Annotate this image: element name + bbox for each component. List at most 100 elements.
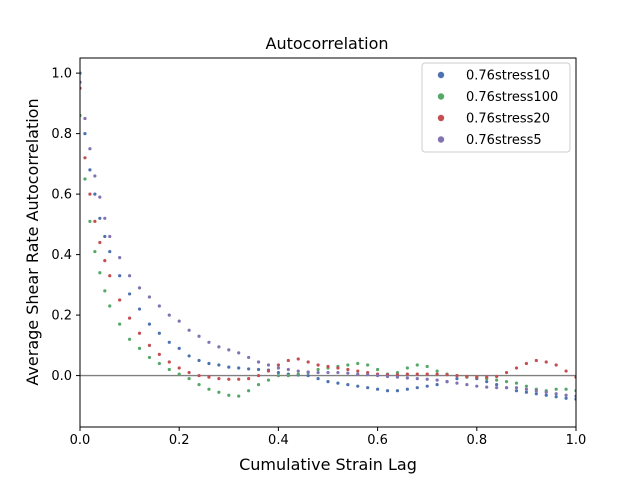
- legend-label: 0.76stress10: [466, 69, 550, 84]
- data-point: [415, 363, 419, 367]
- data-point: [93, 174, 97, 178]
- data-point: [316, 363, 320, 367]
- data-point: [108, 274, 112, 278]
- data-point: [346, 363, 350, 367]
- data-point: [475, 375, 479, 379]
- data-point: [435, 378, 439, 382]
- data-point: [504, 380, 509, 384]
- data-point: [276, 370, 280, 375]
- y-tick-label: 0.0: [51, 369, 72, 384]
- data-point: [83, 177, 87, 181]
- data-point: [296, 369, 300, 373]
- data-point: [187, 377, 191, 381]
- data-point: [207, 340, 211, 344]
- data-point: [227, 393, 231, 397]
- data-point: [495, 386, 499, 390]
- data-point: [326, 380, 330, 384]
- data-point: [227, 377, 231, 381]
- data-point: [425, 377, 429, 381]
- legend-marker: [437, 93, 445, 100]
- chart-title: Autocorrelation: [266, 34, 389, 53]
- data-point: [237, 351, 241, 355]
- data-point: [376, 373, 380, 378]
- data-point: [405, 376, 409, 380]
- data-point: [237, 394, 241, 398]
- data-point: [495, 383, 499, 387]
- data-point: [534, 392, 538, 396]
- data-point: [336, 366, 340, 370]
- data-point: [247, 377, 251, 381]
- data-point: [395, 389, 400, 393]
- data-point: [425, 364, 429, 369]
- data-point: [514, 366, 519, 370]
- data-point: [217, 345, 221, 349]
- legend-label: 0.76stress20: [466, 112, 550, 127]
- legend-marker: [437, 71, 445, 79]
- data-point: [395, 375, 400, 379]
- data-point: [128, 274, 132, 278]
- data-point: [485, 385, 489, 389]
- data-point: [366, 373, 370, 377]
- data-point: [247, 367, 251, 371]
- data-point: [187, 370, 191, 375]
- data-point: [266, 369, 271, 373]
- data-point: [455, 377, 459, 381]
- data-point: [103, 216, 107, 220]
- data-point: [465, 374, 469, 379]
- data-point: [256, 383, 261, 387]
- data-point: [237, 366, 241, 370]
- data-point: [405, 387, 409, 391]
- data-point: [256, 360, 261, 364]
- legend-marker: [437, 114, 445, 122]
- data-point: [485, 380, 489, 384]
- data-point: [376, 387, 380, 391]
- data-point: [445, 380, 449, 384]
- data-point: [98, 240, 102, 245]
- y-tick-label: 0.6: [51, 188, 72, 203]
- y-tick-label: 0.4: [51, 248, 72, 263]
- data-point: [167, 313, 171, 317]
- data-point: [197, 373, 201, 378]
- data-point: [495, 374, 499, 379]
- data-point: [88, 219, 92, 223]
- data-point: [336, 381, 340, 385]
- data-point: [435, 369, 439, 373]
- data-point: [514, 389, 519, 393]
- data-point: [128, 316, 132, 320]
- data-point: [385, 374, 390, 379]
- data-point: [534, 389, 538, 393]
- data-point: [485, 375, 489, 379]
- data-point: [544, 390, 548, 394]
- data-point: [405, 372, 409, 376]
- data-point: [128, 292, 132, 296]
- data-point: [524, 384, 529, 388]
- data-point: [326, 364, 330, 369]
- data-point: [425, 384, 429, 388]
- data-point: [415, 386, 419, 390]
- data-point: [197, 358, 201, 363]
- data-point: [465, 383, 469, 387]
- data-point: [514, 386, 519, 390]
- data-point: [276, 363, 280, 367]
- legend: 0.76stress10 0.76stress100 0.76stress20 0.7…: [421, 62, 571, 153]
- data-point: [554, 395, 558, 399]
- data-point: [385, 389, 390, 393]
- data-point: [564, 393, 568, 397]
- data-point: [197, 383, 201, 387]
- data-point: [296, 372, 300, 376]
- data-point: [306, 373, 310, 378]
- y-tick-label: 0.2: [51, 309, 72, 324]
- data-point: [346, 383, 350, 387]
- legend-frame: [421, 62, 571, 153]
- data-point: [504, 386, 509, 390]
- data-point: [207, 387, 211, 391]
- x-tick-label: 1.0: [566, 433, 587, 448]
- data-point: [167, 340, 171, 344]
- data-point: [187, 354, 191, 358]
- x-tick-label: 0.2: [169, 433, 190, 448]
- data-point: [554, 363, 558, 367]
- data-point: [544, 393, 548, 397]
- x-axis-label: Cumulative Strain Lag: [239, 455, 417, 474]
- data-point: [207, 375, 211, 379]
